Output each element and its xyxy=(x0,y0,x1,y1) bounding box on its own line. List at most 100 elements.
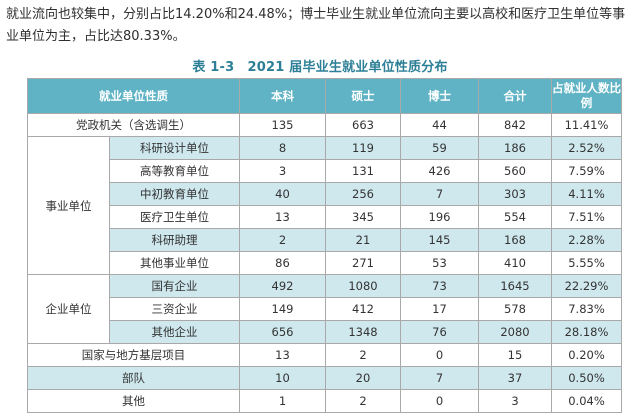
table-row: 党政机关（含选调生） 135 663 44 842 11.41% xyxy=(27,113,622,137)
cell-total: 578 xyxy=(478,297,552,321)
row-label: 其他企业 xyxy=(109,320,240,344)
table-row: 其他企业 656 1348 76 2080 28.18% xyxy=(28,320,622,344)
cell-undergrad: 10 xyxy=(239,366,326,390)
cell-ratio: 28.18% xyxy=(551,320,622,344)
row-label: 医疗卫生单位 xyxy=(109,205,240,229)
cell-master: 131 xyxy=(325,159,401,183)
cell-ratio: 0.50% xyxy=(551,366,622,390)
row-label: 其他事业单位 xyxy=(109,251,240,275)
intro-paragraph: 就业流向也较集中，分别占比14.20%和24.48%；博士毕业生就业单位流向主要… xyxy=(6,7,626,44)
cell-master: 21 xyxy=(325,228,401,252)
cell-doctor: 7 xyxy=(400,366,479,390)
group-label-public: 事业单位 xyxy=(27,136,110,275)
table-row: 三资企业 149 412 17 578 7.83% xyxy=(28,297,622,321)
row-label: 国有企业 xyxy=(109,274,240,298)
row-label: 国家与地方基层项目 xyxy=(27,343,240,367)
cell-doctor: 76 xyxy=(400,320,479,344)
cell-total: 410 xyxy=(478,251,552,275)
cell-doctor: 0 xyxy=(400,389,479,413)
cell-undergrad: 149 xyxy=(239,297,326,321)
cell-ratio: 0.20% xyxy=(551,343,622,367)
cell-doctor: 53 xyxy=(400,251,479,275)
cell-doctor: 73 xyxy=(400,274,479,298)
cell-ratio: 2.52% xyxy=(551,136,622,160)
cell-total: 15 xyxy=(478,343,552,367)
cell-total: 303 xyxy=(478,182,552,206)
group-label-enterprise: 企业单位 xyxy=(27,274,110,344)
cell-master: 412 xyxy=(325,297,401,321)
cell-master: 1080 xyxy=(325,274,401,298)
cell-total: 842 xyxy=(478,113,552,137)
row-label: 科研设计单位 xyxy=(109,136,240,160)
table-row: 其他事业单位 86 271 53 410 5.55% xyxy=(28,251,622,275)
cell-undergrad: 13 xyxy=(239,343,326,367)
cell-master: 1348 xyxy=(325,320,401,344)
employment-table: 就业单位性质 本科 硕士 博士 合计 占就业人数比例 党政机关（含选调生） 13… xyxy=(27,78,622,413)
cell-master: 119 xyxy=(325,136,401,160)
cell-ratio: 11.41% xyxy=(551,113,622,137)
row-label: 其他 xyxy=(27,389,240,413)
cell-master: 256 xyxy=(325,182,401,206)
cell-master: 271 xyxy=(325,251,401,275)
cell-ratio: 0.04% xyxy=(551,389,622,413)
cell-total: 37 xyxy=(478,366,552,390)
cell-undergrad: 8 xyxy=(239,136,326,160)
cell-doctor: 0 xyxy=(400,343,479,367)
table-row: 事业单位 科研设计单位 8 119 59 186 2.52% xyxy=(27,136,622,275)
cell-doctor: 145 xyxy=(400,228,479,252)
row-label: 高等教育单位 xyxy=(109,159,240,183)
cell-doctor: 59 xyxy=(400,136,479,160)
cell-undergrad: 135 xyxy=(239,113,326,137)
cell-undergrad: 86 xyxy=(239,251,326,275)
cell-doctor: 196 xyxy=(400,205,479,229)
cell-master: 663 xyxy=(325,113,401,137)
cell-undergrad: 2 xyxy=(239,228,326,252)
cell-ratio: 7.83% xyxy=(551,297,622,321)
cell-doctor: 44 xyxy=(400,113,479,137)
cell-total: 186 xyxy=(478,136,552,160)
table-row: 高等教育单位 3 131 426 560 7.59% xyxy=(28,159,622,183)
cell-ratio: 2.28% xyxy=(551,228,622,252)
cell-master: 20 xyxy=(325,366,401,390)
header-master: 硕士 xyxy=(325,78,401,114)
table-row: 国家与地方基层项目 13 2 0 15 0.20% xyxy=(27,343,622,367)
row-label: 部队 xyxy=(27,366,240,390)
row-label: 中初教育单位 xyxy=(109,182,240,206)
header-doctor: 博士 xyxy=(400,78,479,114)
cell-master: 2 xyxy=(325,389,401,413)
row-label: 科研助理 xyxy=(109,228,240,252)
table-header-row: 就业单位性质 本科 硕士 博士 合计 占就业人数比例 xyxy=(27,78,622,114)
header-undergrad: 本科 xyxy=(239,78,326,114)
table-row: 部队 10 20 7 37 0.50% xyxy=(27,366,622,390)
cell-total: 1645 xyxy=(478,274,552,298)
cell-master: 345 xyxy=(325,205,401,229)
table-row: 科研助理 2 21 145 168 2.28% xyxy=(28,228,622,252)
table-row: 中初教育单位 40 256 7 303 4.11% xyxy=(28,182,622,206)
cell-undergrad: 492 xyxy=(239,274,326,298)
cell-total: 168 xyxy=(478,228,552,252)
cell-ratio: 4.11% xyxy=(551,182,622,206)
table-row: 企业单位 国有企业 492 1080 73 1645 22.29% xyxy=(27,274,622,344)
cell-ratio: 22.29% xyxy=(551,274,622,298)
cell-doctor: 426 xyxy=(400,159,479,183)
cell-doctor: 17 xyxy=(400,297,479,321)
cell-undergrad: 656 xyxy=(239,320,326,344)
header-unit-type: 就业单位性质 xyxy=(27,78,240,114)
row-label: 党政机关（含选调生） xyxy=(27,113,240,137)
table-caption: 表 1-3 2021 届毕业生就业单位性质分布 xyxy=(192,60,448,75)
header-total: 合计 xyxy=(478,78,552,114)
cell-total: 2080 xyxy=(478,320,552,344)
table-row: 医疗卫生单位 13 345 196 554 7.51% xyxy=(28,205,622,229)
cell-doctor: 7 xyxy=(400,182,479,206)
cell-ratio: 7.59% xyxy=(551,159,622,183)
cell-undergrad: 13 xyxy=(239,205,326,229)
cell-undergrad: 40 xyxy=(239,182,326,206)
cell-ratio: 5.55% xyxy=(551,251,622,275)
row-label: 三资企业 xyxy=(109,297,240,321)
cell-total: 3 xyxy=(478,389,552,413)
cell-master: 2 xyxy=(325,343,401,367)
cell-undergrad: 1 xyxy=(239,389,326,413)
cell-total: 560 xyxy=(478,159,552,183)
header-ratio: 占就业人数比例 xyxy=(551,78,622,114)
cell-total: 554 xyxy=(478,205,552,229)
